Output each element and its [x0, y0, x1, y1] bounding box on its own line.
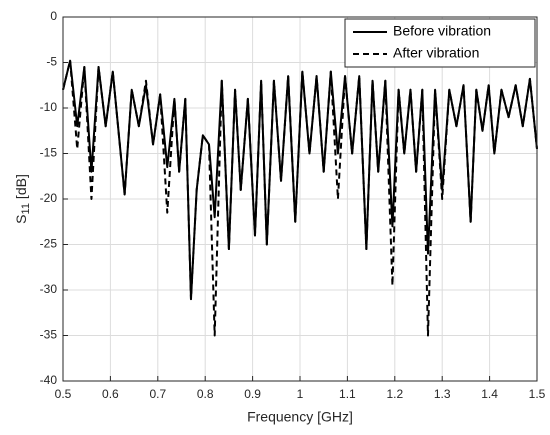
x-tick-label: 0.9	[244, 387, 261, 401]
x-tick-label: 1.5	[529, 387, 546, 401]
y-tick-label: -30	[40, 282, 58, 296]
y-tick-label: 0	[50, 9, 57, 23]
y-tick-label: -20	[40, 191, 58, 205]
x-axis-label: Frequency [GHz]	[247, 409, 353, 425]
axes-box	[62, 16, 538, 382]
legend-box	[344, 18, 536, 68]
y-label-unit: [dB]	[13, 174, 29, 199]
x-tick-label: 1.1	[339, 387, 356, 401]
x-tick-label: 1.3	[434, 387, 451, 401]
x-tick-label: 0.8	[197, 387, 214, 401]
legend-label: Before vibration	[393, 23, 491, 39]
x-tick-label: 1	[297, 387, 304, 401]
x-tick-label: 1.2	[386, 387, 403, 401]
y-tick-label: -40	[40, 373, 58, 387]
legend-label: After vibration	[393, 45, 479, 61]
y-axis-label: S11 [dB]	[13, 174, 32, 224]
series-line	[62, 59, 538, 337]
y-tick-label: -15	[40, 146, 58, 160]
x-tick-label: 1.4	[481, 387, 498, 401]
y-tick-label: -25	[40, 237, 58, 251]
y-axis-label-text: S11 [dB]	[13, 174, 32, 224]
y-label-sub: 11	[20, 203, 32, 214]
y-label-main: S	[13, 214, 29, 223]
legend: Before vibration After vibration	[344, 18, 536, 68]
x-tick-label: 0.6	[102, 387, 119, 401]
y-tick-label: -35	[40, 328, 58, 342]
x-tick-label: 0.7	[149, 387, 166, 401]
y-tick-label: -10	[40, 100, 58, 114]
y-tick-label: -5	[46, 55, 57, 69]
x-tick-label: 0.5	[55, 387, 72, 401]
